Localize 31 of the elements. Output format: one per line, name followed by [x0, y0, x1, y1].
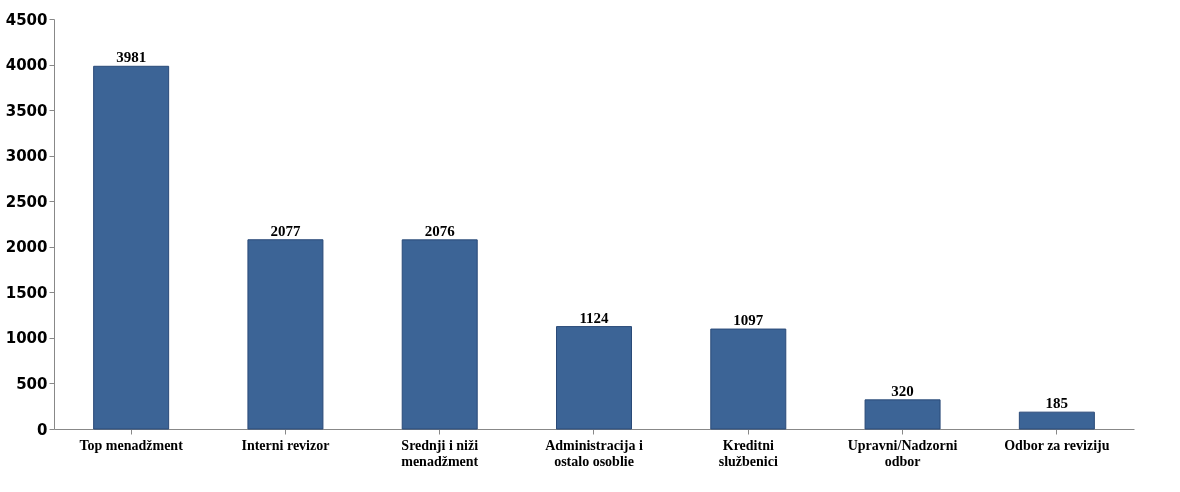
y-tick-label: 4000: [5, 56, 48, 75]
data-label: 2077: [270, 222, 301, 239]
bar: [710, 328, 787, 430]
x-tick-label: Srednji i niži menadžment: [401, 437, 479, 469]
data-label: 185: [1045, 395, 1069, 412]
bar: [401, 239, 478, 430]
x-tick-label: Top menadžment: [79, 437, 184, 453]
x-tick-label: Upravni/Nadzorni odbor: [847, 437, 958, 469]
y-tick-label: 3000: [5, 147, 48, 166]
y-tick-label: 3500: [5, 101, 48, 120]
bar: [1018, 411, 1095, 430]
bar: [247, 239, 324, 430]
y-tick-label: 0: [37, 420, 48, 439]
y-tick-label: 2000: [5, 238, 48, 257]
data-label: 1124: [579, 309, 610, 326]
x-tick-label: Interni revizor: [241, 437, 330, 453]
data-label: 3981: [116, 49, 147, 66]
bar: [556, 326, 632, 430]
data-label: 2076: [424, 222, 456, 239]
y-tick-label: 500: [16, 374, 48, 393]
data-label: 320: [891, 382, 914, 399]
bar: [93, 65, 170, 430]
x-tick-label: Administracija i ostalo osoblie: [545, 437, 643, 469]
y-tick-label: 1500: [5, 283, 48, 302]
data-label: 1097: [733, 312, 764, 329]
y-tick-label: 4500: [5, 10, 48, 29]
x-tick-label: Odbor za reviziju: [1004, 437, 1110, 453]
y-tick-label: 1000: [5, 329, 48, 348]
bar: [864, 399, 941, 430]
y-tick-label: 2500: [5, 192, 48, 211]
x-tick-label: Kreditni službenici: [718, 437, 778, 469]
